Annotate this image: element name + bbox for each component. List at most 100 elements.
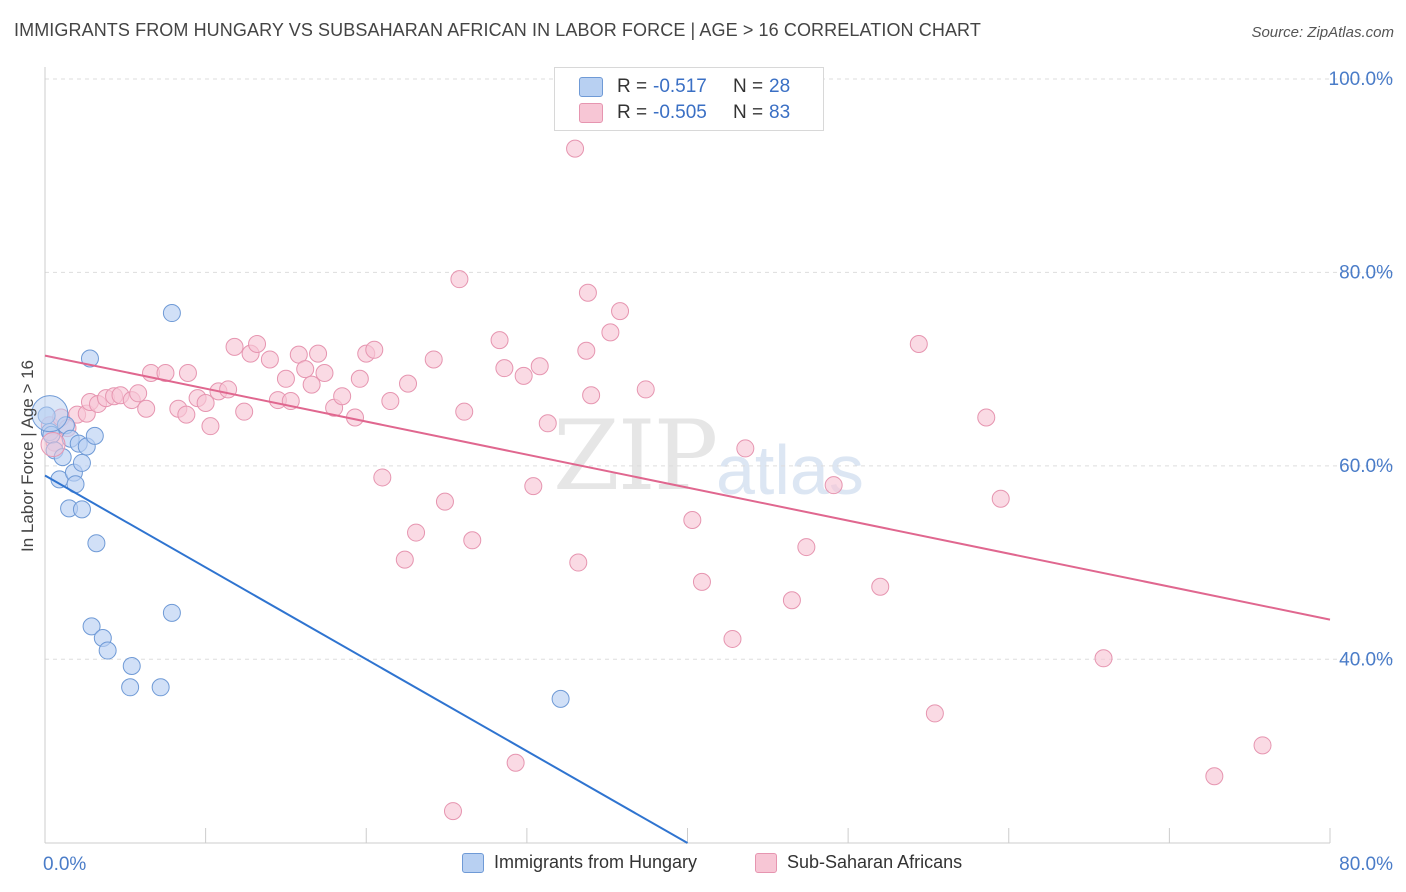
subsaharan-point bbox=[248, 334, 267, 353]
subsaharan-point bbox=[506, 753, 525, 772]
subsaharan-point bbox=[601, 323, 620, 342]
subsaharan-point bbox=[302, 375, 321, 394]
r-label: R = bbox=[617, 102, 648, 123]
subsaharan-point bbox=[490, 331, 509, 350]
subsaharan-point bbox=[235, 402, 254, 421]
subsaharan-legend-label: Sub-Saharan Africans bbox=[787, 852, 963, 872]
n-value: 83 bbox=[769, 102, 791, 123]
hungary-point bbox=[72, 453, 91, 472]
subsaharan-point bbox=[350, 369, 369, 388]
subsaharan-point bbox=[407, 523, 426, 542]
subsaharan-legend-swatch bbox=[755, 852, 777, 873]
hungary-point bbox=[122, 657, 141, 676]
x-tick-label: 0.0% bbox=[43, 854, 86, 875]
subsaharan-point bbox=[582, 386, 601, 405]
subsaharan-point bbox=[443, 802, 462, 821]
subsaharan-point bbox=[871, 577, 890, 596]
subsaharan-point bbox=[177, 405, 196, 424]
subsaharan-point bbox=[381, 392, 400, 411]
y-tick-label: 60.0% bbox=[1339, 456, 1393, 477]
subsaharan-point bbox=[977, 408, 996, 427]
subsaharan-point bbox=[463, 531, 482, 550]
subsaharan-point bbox=[683, 510, 702, 529]
subsaharan-point bbox=[530, 357, 549, 376]
subsaharan-point bbox=[1205, 767, 1224, 786]
subsaharan-point bbox=[40, 432, 66, 458]
hungary-point bbox=[162, 304, 181, 323]
hungary-point bbox=[80, 349, 99, 368]
hungary-legend-label: Immigrants from Hungary bbox=[494, 852, 698, 872]
subsaharan-point bbox=[611, 302, 630, 321]
stats-legend: R = -0.517 N = 28 R = -0.505 N = 83 bbox=[554, 67, 824, 131]
subsaharan-point bbox=[1253, 736, 1272, 755]
subsaharan-point bbox=[365, 340, 384, 359]
subsaharan-point bbox=[178, 363, 197, 382]
r-value: -0.505 bbox=[653, 102, 707, 123]
hungary-trendline bbox=[44, 474, 688, 844]
subsaharan-point bbox=[276, 369, 295, 388]
hungary-point bbox=[98, 641, 117, 660]
subsaharan-point bbox=[395, 550, 414, 569]
hungary-point bbox=[121, 678, 140, 697]
subsaharan-point bbox=[909, 334, 928, 353]
subsaharan-point bbox=[566, 139, 585, 158]
hungary-point bbox=[551, 689, 570, 708]
chart-title: IMMIGRANTS FROM HUNGARY VS SUBSAHARAN AF… bbox=[14, 20, 981, 40]
subsaharan-point bbox=[925, 704, 944, 723]
r-value: -0.517 bbox=[653, 76, 707, 97]
n-label: N = bbox=[733, 76, 764, 97]
subsaharan-point bbox=[333, 387, 352, 406]
source-label: Source: ZipAtlas.com bbox=[1251, 24, 1394, 41]
hungary-legend-swatch bbox=[462, 852, 484, 873]
subsaharan-point bbox=[991, 489, 1010, 508]
legend-row-hungary: R = -0.517 N = 28 bbox=[579, 75, 790, 99]
hungary-point bbox=[162, 603, 181, 622]
subsaharan-point bbox=[196, 393, 215, 412]
legend-item-subsaharan[interactable]: Sub-Saharan Africans bbox=[755, 852, 962, 873]
subsaharan-point bbox=[636, 380, 655, 399]
hungary-point bbox=[82, 617, 101, 636]
subsaharan-point bbox=[692, 572, 711, 591]
subsaharan-point bbox=[260, 350, 279, 369]
subsaharan-point bbox=[797, 538, 816, 557]
subsaharan-point bbox=[824, 476, 843, 495]
subsaharan-point bbox=[455, 402, 474, 421]
subsaharan-point bbox=[569, 553, 588, 572]
n-label: N = bbox=[733, 102, 764, 123]
series-legend: Immigrants from Hungary Sub-Saharan Afri… bbox=[0, 852, 1406, 878]
legend-item-hungary[interactable]: Immigrants from Hungary bbox=[462, 852, 697, 873]
subsaharan-point bbox=[201, 417, 220, 436]
y-tick-label: 40.0% bbox=[1339, 649, 1393, 670]
y-axis-label: In Labor Force | Age > 16 bbox=[18, 359, 37, 553]
subsaharan-point bbox=[538, 414, 557, 433]
hungary-swatch bbox=[579, 77, 603, 97]
subsaharan-point bbox=[225, 337, 244, 356]
subsaharan-point bbox=[424, 350, 443, 369]
subsaharan-point bbox=[156, 363, 175, 382]
subsaharan-point bbox=[782, 591, 801, 610]
subsaharan-point bbox=[399, 374, 418, 393]
subsaharan-point bbox=[578, 283, 597, 302]
legend-row-subsaharan: R = -0.505 N = 83 bbox=[579, 101, 790, 125]
subsaharan-point bbox=[435, 492, 454, 511]
subsaharan-swatch bbox=[579, 103, 603, 123]
r-label: R = bbox=[617, 76, 648, 97]
hungary-point bbox=[31, 395, 69, 433]
subsaharan-point bbox=[450, 270, 469, 289]
subsaharan-point bbox=[495, 359, 514, 378]
subsaharan-point bbox=[309, 344, 328, 363]
subsaharan-point bbox=[315, 363, 334, 382]
subsaharan-trendline bbox=[44, 354, 1331, 621]
y-tick-label: 80.0% bbox=[1339, 262, 1393, 283]
subsaharan-point bbox=[129, 384, 148, 403]
subsaharan-point bbox=[736, 439, 755, 458]
hungary-point bbox=[151, 678, 170, 697]
hungary-point bbox=[87, 534, 106, 553]
y-tick-label: 100.0% bbox=[1329, 69, 1394, 90]
subsaharan-point bbox=[514, 366, 533, 385]
subsaharan-point bbox=[577, 341, 596, 360]
x-tick-label: 80.0% bbox=[1339, 854, 1393, 875]
watermark-zip: ZIP bbox=[553, 400, 718, 512]
subsaharan-point bbox=[524, 477, 543, 496]
hungary-point bbox=[85, 426, 104, 445]
